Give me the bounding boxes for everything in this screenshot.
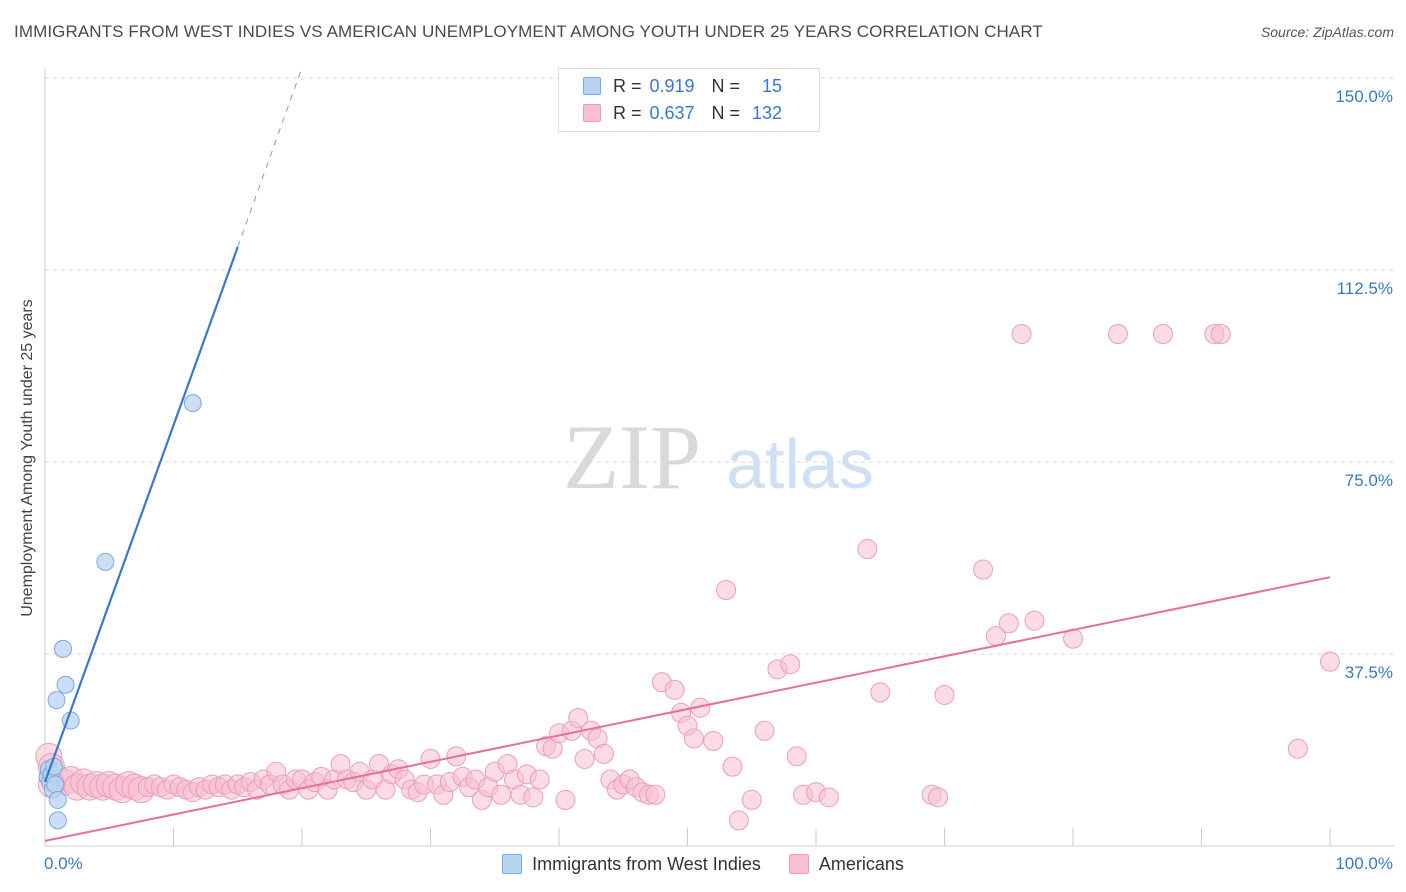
r-value: 0.637 <box>649 102 695 123</box>
pink-swatch <box>583 104 601 122</box>
axes <box>44 68 1394 847</box>
n-label: N = <box>711 102 741 123</box>
americans-point <box>934 684 955 705</box>
americans-point <box>722 756 743 777</box>
americans-point <box>741 789 762 810</box>
y-tick-label: 150.0% <box>1335 87 1393 106</box>
pink-swatch <box>788 854 809 874</box>
americans-point <box>420 748 441 769</box>
americans-point <box>683 728 704 749</box>
r-label: R = <box>613 75 642 96</box>
west-indies-point <box>96 552 115 571</box>
americans-point <box>870 682 891 703</box>
americans-points <box>35 324 1340 831</box>
west-indies-point <box>53 639 72 658</box>
legend-item-west-indies[interactable]: Immigrants from West Indies <box>502 854 761 875</box>
legend-label-west-indies: Immigrants from West Indies <box>532 853 761 874</box>
americans-trend-line <box>44 576 1331 842</box>
americans-point <box>645 784 666 805</box>
americans-point <box>780 654 801 675</box>
west-indies-trend-extension <box>237 67 303 248</box>
stats-row-west-indies: R = 0.919 N = 15 <box>583 74 782 98</box>
n-value: 15 <box>762 75 783 96</box>
west-indies-point <box>46 775 65 794</box>
n-value: 132 <box>752 102 783 123</box>
americans-point <box>1011 324 1032 344</box>
americans-point <box>1287 738 1308 759</box>
series-legend: Immigrants from West Indies Americans <box>0 852 1406 876</box>
west-indies-point <box>183 394 202 413</box>
americans-point <box>786 746 807 767</box>
legend-label-americans: Americans <box>818 853 904 874</box>
legend-item-americans[interactable]: Americans <box>788 853 904 875</box>
americans-point <box>928 787 949 808</box>
americans-point <box>523 787 544 808</box>
americans-point <box>1024 610 1045 631</box>
trend-lines <box>43 67 1331 842</box>
n-label: N = <box>711 75 741 96</box>
americans-point <box>1152 324 1173 344</box>
americans-point <box>818 787 839 808</box>
x-tick-label-max: 100.0% <box>1335 854 1393 873</box>
americans-point <box>1210 324 1231 344</box>
americans-point <box>664 679 685 700</box>
watermark: ZIP atlas <box>563 406 874 508</box>
americans-point <box>555 789 576 810</box>
r-value: 0.919 <box>649 75 695 96</box>
y-tick-label: 75.0% <box>1345 471 1393 490</box>
americans-point <box>857 539 878 560</box>
americans-point <box>754 720 775 741</box>
americans-point <box>593 743 614 764</box>
source-label: Source: ZipAtlas.com <box>1260 24 1394 40</box>
west-indies-point <box>48 790 67 809</box>
x-tick-label-min: 0.0% <box>44 854 83 873</box>
stats-legend: R = 0.919 N = 15 R = 0.637 N = 132 <box>558 68 820 132</box>
y-tick-label: 37.5% <box>1345 663 1393 682</box>
watermark-zip: ZIP <box>563 406 701 508</box>
r-label: R = <box>613 102 642 123</box>
blue-swatch <box>502 854 523 874</box>
blue-swatch <box>583 77 601 95</box>
americans-point <box>491 784 512 805</box>
tick-labels: 37.5% 75.0% 112.5% 150.0% 0.0% 100.0% <box>44 87 1393 873</box>
stats-row-americans: R = 0.637 N = 132 <box>583 101 782 125</box>
americans-point <box>973 559 994 580</box>
west-indies-point <box>56 675 75 694</box>
americans-point <box>574 748 595 769</box>
west-indies-point <box>48 811 67 830</box>
americans-point <box>998 613 1019 634</box>
americans-point <box>1320 651 1340 672</box>
west-indies-trend-line <box>43 246 239 783</box>
watermark-atlas: atlas <box>726 425 874 503</box>
americans-point <box>728 810 749 831</box>
americans-point <box>1107 324 1128 344</box>
americans-point <box>529 769 550 790</box>
chart-title: IMMIGRANTS FROM WEST INDIES VS AMERICAN … <box>14 22 1043 41</box>
y-tick-label: 112.5% <box>1337 279 1393 298</box>
americans-point <box>716 580 737 600</box>
gridlines <box>45 77 1394 655</box>
west-indies-point <box>47 691 66 710</box>
americans-point <box>568 708 589 728</box>
americans-point <box>703 731 724 752</box>
